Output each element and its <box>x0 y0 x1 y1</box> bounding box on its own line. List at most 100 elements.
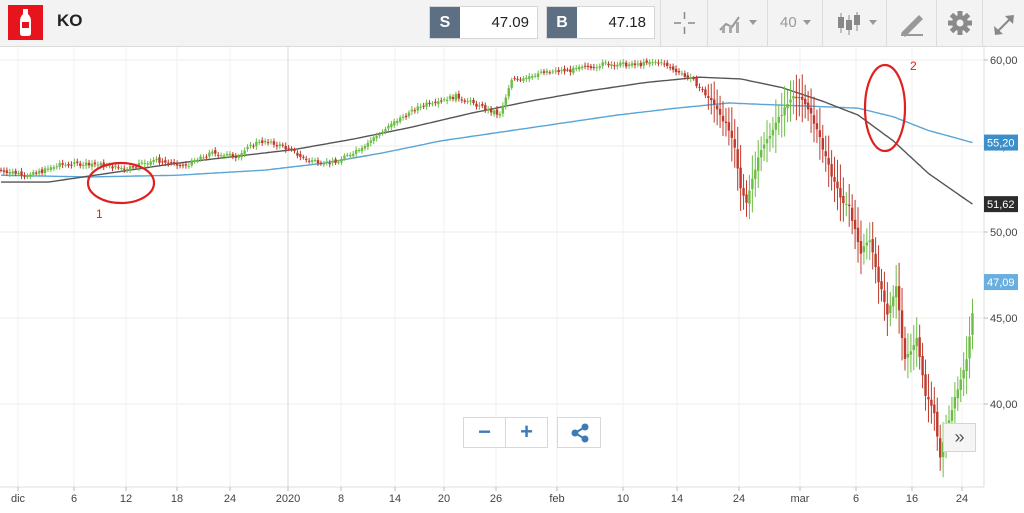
candle-body <box>862 246 866 253</box>
candle-body <box>595 67 599 69</box>
chart-type-button[interactable] <box>707 0 767 46</box>
candle-body <box>812 115 816 124</box>
zoom-in-button[interactable]: + <box>505 417 548 448</box>
jump-to-end-button[interactable]: » <box>943 423 976 452</box>
candle-body <box>850 207 854 221</box>
candle-body <box>580 66 584 69</box>
buy-price-button[interactable]: B 47.18 <box>546 6 655 39</box>
candle-body <box>956 389 960 399</box>
candle-body <box>99 163 102 166</box>
candle-body <box>79 163 82 166</box>
y-tick-label: 50,00 <box>990 227 1018 239</box>
candle-body <box>325 161 328 163</box>
candle-body <box>680 73 684 75</box>
annotation-label-2: 2 <box>910 59 917 73</box>
candle-body <box>783 107 786 116</box>
candle-body <box>768 135 772 139</box>
candle-body <box>175 163 179 166</box>
candle-body <box>786 104 789 109</box>
price-badge-label: 47,09 <box>987 277 1015 289</box>
candle-body <box>765 138 769 144</box>
zoom-out-button[interactable]: − <box>463 417 506 448</box>
candle-body <box>422 105 425 107</box>
candle-body <box>354 149 358 154</box>
candle-body <box>806 102 810 110</box>
candle-body <box>475 103 478 107</box>
candle-body <box>730 130 734 138</box>
candle-body <box>52 167 56 169</box>
candle-body <box>316 160 320 164</box>
candle-body <box>519 79 522 81</box>
candle-body <box>349 154 352 157</box>
candle-body <box>155 158 158 160</box>
candle-body <box>598 66 601 68</box>
crosshair-button[interactable] <box>660 0 707 46</box>
candle-body <box>853 219 857 230</box>
x-tick-label: 24 <box>733 493 745 505</box>
candle-body <box>666 62 669 66</box>
candle-body <box>630 63 634 66</box>
candle-body <box>193 160 196 162</box>
share-button[interactable] <box>557 417 601 448</box>
candle-body <box>792 95 795 99</box>
x-tick-label: 12 <box>120 493 132 505</box>
candle-body <box>671 66 675 70</box>
candle-body <box>551 71 554 73</box>
buy-label: B <box>547 7 577 38</box>
candle-body <box>889 305 892 314</box>
candle-body <box>874 253 877 267</box>
annotation-label-1: 1 <box>96 207 103 221</box>
candle-body <box>437 101 440 104</box>
candle-body <box>660 62 663 64</box>
candle-body <box>622 62 625 65</box>
candle-body <box>859 241 863 254</box>
candle-body <box>610 64 613 67</box>
candle-body <box>815 123 819 130</box>
candle-body <box>569 69 572 73</box>
candle-body <box>404 115 408 118</box>
candle-body <box>803 98 807 105</box>
candle-body <box>187 165 191 167</box>
candle-body <box>366 142 370 147</box>
candle-body <box>924 374 927 396</box>
drawing-tool-icon <box>901 15 923 37</box>
candle-body <box>780 115 783 117</box>
candle-body <box>639 62 643 67</box>
candle-body <box>721 115 725 122</box>
candle-body <box>498 113 502 116</box>
candle-body <box>513 78 516 80</box>
candle-body <box>263 140 267 143</box>
candle-body <box>237 156 240 158</box>
candle-body <box>692 78 695 80</box>
candle-body <box>715 105 719 110</box>
candle-body <box>211 151 214 154</box>
candle-body <box>536 73 540 77</box>
candle-body <box>809 107 813 114</box>
candle-body <box>5 170 9 173</box>
candlestick-type-button[interactable] <box>822 0 886 46</box>
toolbar: KO S 47.09 B 47.18 40 <box>0 0 1024 47</box>
settings-button[interactable] <box>936 0 982 46</box>
x-tick-label: 18 <box>171 493 183 505</box>
x-tick-label: 2020 <box>276 493 300 505</box>
candle-body <box>328 163 331 165</box>
period-button[interactable]: 40 <box>767 0 822 46</box>
candle-body <box>633 63 637 66</box>
candle-body <box>442 99 446 101</box>
candle-body <box>158 157 161 163</box>
candle-body <box>933 404 936 414</box>
annotation-ellipse-2 <box>863 63 907 153</box>
sell-price-button[interactable]: S 47.09 <box>429 6 538 39</box>
candle-body <box>577 66 581 70</box>
candle-body <box>29 174 32 177</box>
candlestick-series <box>0 58 974 478</box>
expand-button[interactable] <box>982 0 1024 46</box>
candle-body <box>32 172 35 175</box>
candle-body <box>619 62 622 66</box>
candle-body <box>748 190 751 204</box>
candle-body <box>648 61 651 65</box>
candle-body <box>472 99 475 104</box>
drawing-tool-button[interactable] <box>886 0 936 46</box>
candle-body <box>299 154 302 157</box>
